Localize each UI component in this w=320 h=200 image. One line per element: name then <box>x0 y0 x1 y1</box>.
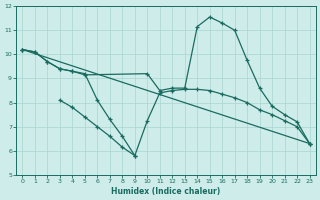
X-axis label: Humidex (Indice chaleur): Humidex (Indice chaleur) <box>111 187 221 196</box>
